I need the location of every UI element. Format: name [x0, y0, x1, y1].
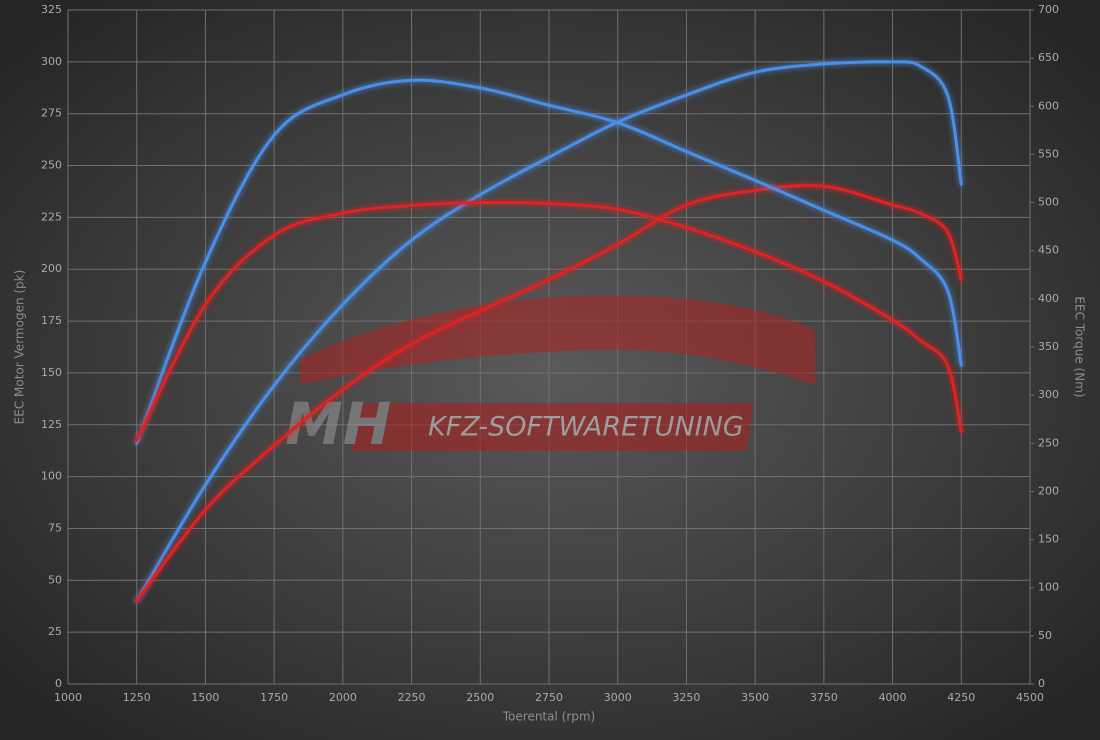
watermark: MH KFZ-SOFTWARETUNING	[285, 295, 815, 458]
x-tick-label: 4000	[879, 691, 907, 704]
y-tick-label: 300	[41, 55, 62, 68]
y-tick-label: 200	[41, 262, 62, 275]
x-tick-label: 1500	[191, 691, 219, 704]
y2-tick-label: 300	[1038, 388, 1059, 401]
y2-tick-label: 150	[1038, 533, 1059, 546]
x-tick-label: 2500	[466, 691, 494, 704]
plot	[135, 60, 963, 603]
x-tick-label: 4500	[1016, 691, 1044, 704]
y-tick-label: 275	[41, 107, 62, 120]
y2-tick-label: 700	[1038, 3, 1059, 16]
y-tick-label: 50	[48, 573, 62, 586]
y2-tick-label: 100	[1038, 581, 1059, 594]
y2-tick-label: 500	[1038, 196, 1059, 209]
y-tick-label: 75	[48, 521, 62, 534]
y-tick-label: 25	[48, 625, 62, 638]
x-tick-label: 4250	[947, 691, 975, 704]
y2-tick-label: 250	[1038, 436, 1059, 449]
x-tick-label: 3750	[810, 691, 838, 704]
logo-band	[351, 403, 754, 451]
x-tick-label: 1000	[54, 691, 82, 704]
x-tick-label: 2250	[398, 691, 426, 704]
logo-car	[300, 295, 815, 385]
x-tick-label: 2000	[329, 691, 357, 704]
y2-tick-label: 650	[1038, 51, 1059, 64]
y2-tick-label: 550	[1038, 147, 1059, 160]
x-tick-label: 3250	[672, 691, 700, 704]
y-tick-label: 100	[41, 470, 62, 483]
x-axis-title: Toerental (rpm)	[502, 710, 595, 724]
y-tick-label: 125	[41, 418, 62, 431]
series-line	[135, 200, 963, 442]
logo-text: KFZ-SOFTWARETUNING	[428, 412, 744, 443]
y-tick-label: 0	[55, 677, 62, 690]
y2-tick-label: 350	[1038, 340, 1059, 353]
logo-mh: MH	[285, 390, 391, 458]
x-tick-label: 1250	[123, 691, 151, 704]
x-tick-label: 3000	[604, 691, 632, 704]
y-tick-label: 175	[41, 314, 62, 327]
y-tick-label: 150	[41, 366, 62, 379]
y-axis-title: EEC Motor Vermogen (pk)	[13, 270, 27, 425]
x-tick-label: 2750	[535, 691, 563, 704]
y2-tick-label: 600	[1038, 99, 1059, 112]
y2-tick-label: 50	[1038, 629, 1052, 642]
x-tick-label: 1750	[260, 691, 288, 704]
y2-axis-title: EEC Torque (Nm)	[1073, 296, 1087, 397]
y-tick-label: 325	[41, 3, 62, 16]
series-line	[135, 78, 963, 445]
y2-tick-label: 200	[1038, 484, 1059, 497]
series-line	[135, 183, 963, 603]
series-line	[135, 60, 963, 603]
y2-tick-label: 400	[1038, 292, 1059, 305]
y-tick-label: 250	[41, 159, 62, 172]
y2-tick-label: 0	[1038, 677, 1045, 690]
y-tick-label: 225	[41, 210, 62, 223]
y2-tick-label: 450	[1038, 244, 1059, 257]
x-tick-label: 3500	[741, 691, 769, 704]
